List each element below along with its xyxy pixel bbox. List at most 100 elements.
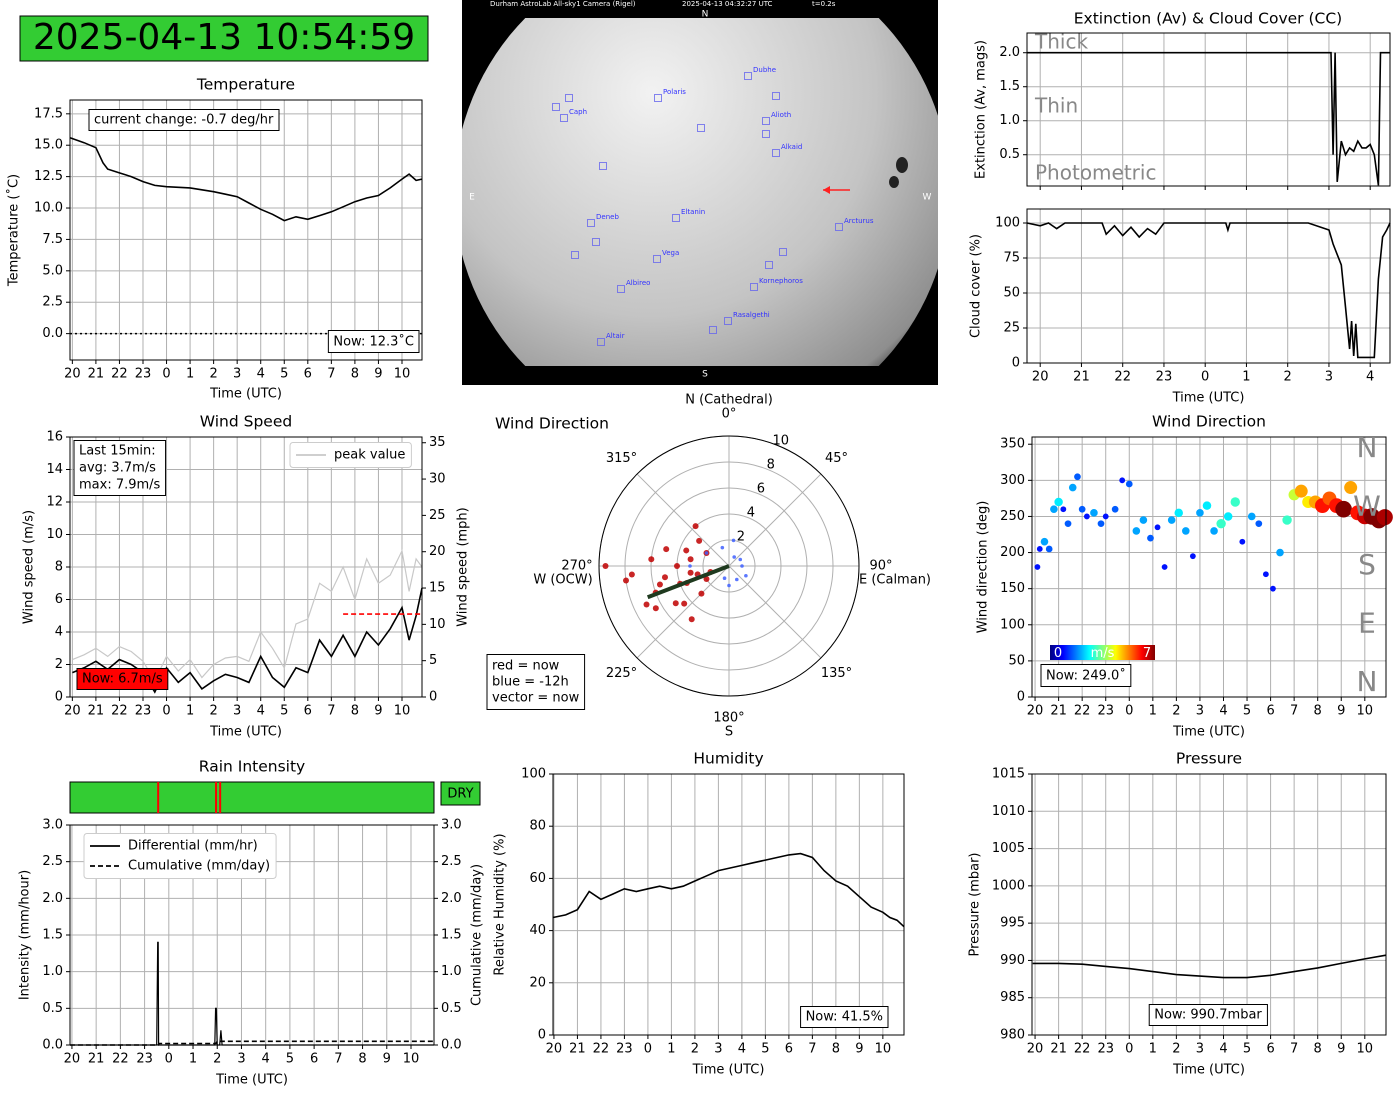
y-tick-label: 2.0 bbox=[999, 45, 1020, 60]
star-marker bbox=[552, 103, 560, 111]
annotation-text: Now: 990.7mbar bbox=[1154, 1008, 1262, 1023]
y-axis-label: Wind speed (m/s) bbox=[22, 510, 37, 624]
theta-tick-label: 0° bbox=[722, 407, 737, 422]
x-tick-label: 23 bbox=[616, 1042, 633, 1057]
annotation-text: current change: -0.7 deg/hr bbox=[94, 113, 274, 128]
annotation-text: Now: 249.0˚ bbox=[1046, 668, 1126, 684]
star-marker bbox=[835, 223, 843, 231]
y-axis-label: Extinction (Av, mags) bbox=[974, 40, 989, 179]
point bbox=[1119, 477, 1126, 484]
r-tick-label: 4 bbox=[747, 505, 755, 520]
point bbox=[1064, 520, 1072, 528]
x-tick-label: 3 bbox=[233, 704, 241, 719]
y-tick-label: 0.5 bbox=[42, 1001, 63, 1016]
x-tick-label: 8 bbox=[1314, 1042, 1322, 1057]
y-tick-label: 0 bbox=[538, 1028, 546, 1043]
point bbox=[1154, 524, 1161, 531]
point bbox=[1097, 520, 1105, 528]
x-tick-label: 3 bbox=[1196, 1042, 1204, 1057]
annotation-box bbox=[73, 440, 167, 496]
point bbox=[683, 547, 690, 554]
x-axis-label: Time (UTC) bbox=[209, 725, 282, 740]
point bbox=[1034, 564, 1041, 570]
direction-label: N (Cathedral) bbox=[685, 393, 773, 408]
x-tick-label: 6 bbox=[785, 1042, 793, 1057]
plot-area bbox=[70, 100, 422, 360]
chart-title: Extinction (Av) & Cloud Cover (CC) bbox=[1074, 10, 1342, 28]
x-tick-label: 3 bbox=[233, 367, 241, 382]
star-marker bbox=[765, 261, 773, 269]
point bbox=[656, 581, 663, 588]
star-marker bbox=[672, 214, 680, 222]
x-tick-label: 23 bbox=[1097, 704, 1114, 719]
x-tick-label: 7 bbox=[808, 1042, 816, 1057]
annotation-box bbox=[327, 330, 420, 353]
star-label: Rasalgethi bbox=[733, 311, 770, 319]
star-label: Alkaid bbox=[781, 143, 802, 151]
x-tick-label: 7 bbox=[334, 1052, 342, 1067]
x-tick-label: 0 bbox=[165, 1052, 173, 1067]
legend-box bbox=[486, 654, 586, 710]
star-label: Caph bbox=[569, 108, 587, 116]
y2-tick-label: 25 bbox=[429, 508, 446, 523]
x-tick-label: 10 bbox=[1357, 704, 1374, 719]
compass-label: S bbox=[1358, 548, 1376, 581]
x-axis-label: Time (UTC) bbox=[1172, 391, 1245, 406]
y2-tick-label: 0 bbox=[429, 690, 437, 705]
theta-tick-label: 270° bbox=[561, 559, 592, 574]
star-marker bbox=[709, 326, 717, 334]
point bbox=[1270, 585, 1276, 592]
series-line bbox=[69, 136, 423, 222]
x-tick-label: 21 bbox=[88, 1052, 105, 1067]
y-tick-label: 12 bbox=[46, 495, 63, 510]
y-tick-label: 0.0 bbox=[42, 326, 63, 341]
y-tick-label: 75 bbox=[1003, 251, 1020, 266]
x-tick-label: 5 bbox=[761, 1042, 769, 1057]
y2-axis-label: Wind speed (mph) bbox=[456, 507, 471, 627]
polar-frame bbox=[598, 435, 860, 697]
annotation-text: Now: 6.7m/s bbox=[82, 672, 163, 687]
point bbox=[1230, 497, 1240, 507]
theta-tick-label: 135° bbox=[821, 666, 852, 681]
x-tick-label: 3 bbox=[1196, 704, 1204, 719]
y-tick-label: 10 bbox=[46, 527, 63, 542]
theta-tick-label: 180° bbox=[713, 711, 744, 726]
x-tick-label: 9 bbox=[383, 1052, 391, 1067]
point bbox=[1050, 505, 1058, 514]
y-tick-label: 50 bbox=[1003, 286, 1020, 301]
x-tick-label: 20 bbox=[546, 1042, 563, 1057]
annotation: current change: -0.7 deg/hr bbox=[88, 109, 280, 131]
point bbox=[628, 571, 635, 578]
point bbox=[1223, 512, 1233, 521]
y-tick-label: 100 bbox=[1000, 617, 1025, 632]
y-tick-label: 100 bbox=[995, 216, 1020, 231]
theta-tick-label: 45° bbox=[825, 451, 848, 466]
y-tick-label: 0 bbox=[1017, 690, 1025, 705]
point bbox=[1255, 520, 1263, 528]
legend-box bbox=[83, 833, 277, 879]
star-marker bbox=[565, 94, 573, 102]
arrow-head bbox=[823, 186, 830, 194]
x-tick-label: 6 bbox=[1266, 704, 1274, 719]
y2-tick-label: 35 bbox=[429, 435, 446, 450]
annotation-text: Last 15min: bbox=[79, 444, 156, 459]
point bbox=[703, 576, 710, 582]
legend-label: peak value bbox=[334, 448, 405, 463]
zone-label: Photometric bbox=[1035, 161, 1156, 185]
y-tick-label: 2.5 bbox=[42, 854, 63, 869]
x-tick-label: 22 bbox=[593, 1042, 610, 1057]
point bbox=[1167, 516, 1176, 524]
point bbox=[1083, 513, 1090, 520]
x-tick-label: 4 bbox=[262, 1052, 270, 1067]
point bbox=[731, 538, 736, 543]
x-tick-label: 8 bbox=[358, 1052, 366, 1067]
y-tick-label: 50 bbox=[1008, 653, 1025, 668]
direction-label: S bbox=[725, 725, 733, 740]
point bbox=[672, 600, 679, 607]
plot-frame bbox=[69, 436, 423, 698]
x-tick-label: 9 bbox=[1337, 1042, 1345, 1057]
x-tick-label: 23 bbox=[135, 367, 152, 382]
